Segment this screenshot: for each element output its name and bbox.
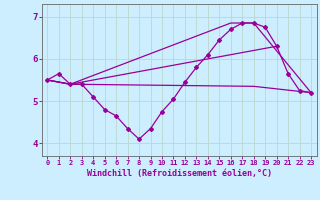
- X-axis label: Windchill (Refroidissement éolien,°C): Windchill (Refroidissement éolien,°C): [87, 169, 272, 178]
